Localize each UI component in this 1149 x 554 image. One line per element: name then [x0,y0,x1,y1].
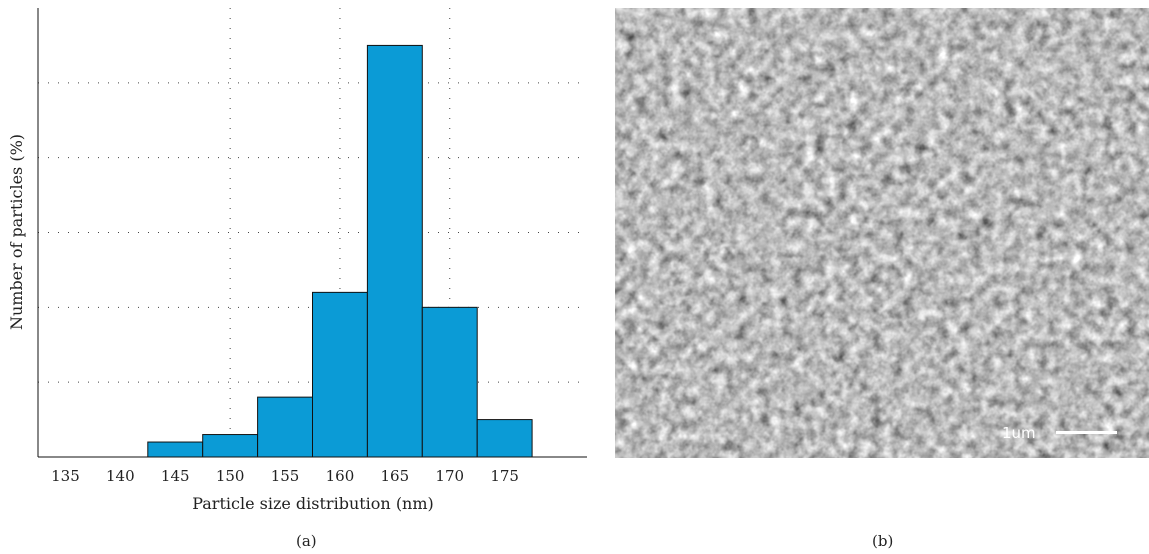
x-tick-label: 135 [51,467,80,485]
bar-150 [202,434,259,458]
bar-155 [257,396,314,458]
sem-micrograph: 1um [615,8,1149,458]
y-axis-title: Number of particles (%) [7,134,26,330]
x-tick-label: 170 [435,467,464,485]
x-tick-label: 150 [216,467,245,485]
histogram-bars [147,44,533,458]
sem-particle-texture [615,8,1149,458]
panel-label-b: (b) [872,532,894,550]
bar-170 [421,306,478,458]
scale-bar [1056,431,1117,434]
x-tick-label: 175 [490,467,519,485]
x-tick-label: 160 [326,467,355,485]
x-axis-title: Particle size distribution (nm) [192,494,434,513]
x-tick-labels: 135 140 145 150 155 160 165 170 175 [51,467,519,485]
axes [37,8,587,458]
x-tick-label: 155 [271,467,300,485]
x-tick-label: 165 [381,467,410,485]
panel-label-a: (a) [296,532,317,550]
x-tick-label: 140 [106,467,135,485]
bar-145 [147,441,204,458]
bar-160 [312,291,368,458]
bar-175 [476,419,533,458]
x-tick-label: 145 [161,467,190,485]
scale-bar-label: 1um [1002,424,1036,442]
bar-165 [366,44,423,458]
